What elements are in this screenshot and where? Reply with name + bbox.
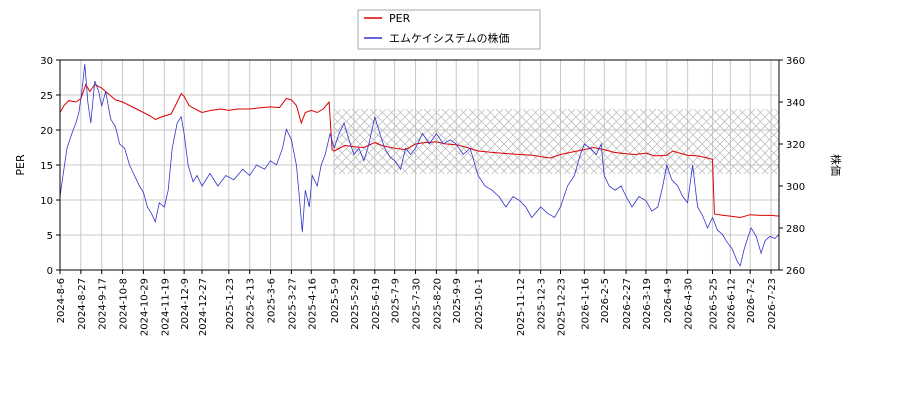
x-tick-label: 2026-7-23 — [767, 278, 778, 330]
y-right-tick-label: 260 — [786, 266, 805, 277]
x-tick-label: 2026-2-27 — [622, 278, 633, 330]
x-axis: 2024-8-6 2024-8-27 2024-9-17 2024-10-8 2024-… — [56, 270, 778, 336]
x-tick-label: 2025-12-3 — [537, 278, 548, 330]
x-tick-label: 2026-7-2 — [746, 278, 757, 323]
x-tick-label: 2024-12-27 — [198, 278, 209, 336]
legend-per-label: PER — [389, 12, 411, 25]
y-right-tick-label: 300 — [786, 182, 805, 193]
x-tick-label: 2026-2-5 — [600, 278, 611, 323]
price-series-line — [60, 64, 779, 267]
x-tick-label: 2025-2-13 — [246, 278, 257, 330]
legend: PER エムケイシステムの株価 — [357, 9, 541, 50]
y-left-tick-label: 0 — [47, 266, 53, 277]
y-left-tick-label: 30 — [40, 56, 53, 67]
x-tick-label: 2025-12-23 — [557, 278, 568, 336]
hatched-band — [333, 109, 779, 175]
x-tick-label: 2026-1-16 — [580, 278, 591, 330]
x-tick-label: 2025-3-27 — [287, 278, 298, 330]
x-tick-label: 2025-11-12 — [516, 278, 527, 336]
x-tick-label: 2024-9-17 — [98, 278, 109, 330]
x-tick-label: 2024-10-8 — [119, 278, 130, 330]
x-tick-label: 2025-10-1 — [474, 278, 485, 330]
x-tick-label: 2025-5-9 — [330, 278, 341, 323]
y-left-label: PER — [14, 154, 27, 176]
x-tick-label: 2025-1-23 — [225, 278, 236, 330]
x-tick-label: 2024-12-9 — [180, 278, 191, 330]
y-right-label: 株価 — [829, 154, 843, 176]
x-tick-label: 2024-8-27 — [77, 278, 88, 330]
x-tick-label: 2026-5-25 — [708, 278, 719, 330]
legend-price-label: エムケイシステムの株価 — [389, 31, 509, 45]
y-left-tick-label: 15 — [40, 161, 53, 172]
x-tick-label: 2025-6-19 — [371, 278, 382, 330]
y-left-tick-label: 25 — [40, 91, 53, 102]
y-left-tick-label: 20 — [40, 126, 53, 137]
x-tick-label: 2025-8-20 — [432, 278, 443, 330]
x-tick-label: 2024-8-6 — [56, 278, 67, 323]
x-tick-label: 2026-3-19 — [642, 278, 653, 330]
x-tick-label: 2024-10-29 — [139, 278, 150, 336]
right-axis: 260 280 300 320 340 360 — [779, 56, 805, 277]
x-tick-label: 2025-3-6 — [267, 278, 278, 323]
x-tick-label: 2025-7-30 — [412, 278, 423, 330]
y-right-tick-label: 360 — [786, 56, 805, 67]
left-axis: 0 5 10 15 20 25 30 — [40, 56, 60, 277]
x-tick-label: 2025-5-29 — [350, 278, 361, 330]
x-tick-label: 2026-6-12 — [726, 278, 737, 330]
y-left-tick-label: 5 — [47, 231, 53, 242]
x-tick-label: 2026-4-9 — [663, 278, 674, 323]
x-tick-label: 2024-11-19 — [160, 278, 171, 336]
x-tick-label: 2025-7-9 — [391, 278, 402, 323]
y-right-tick-label: 320 — [786, 140, 805, 151]
x-tick-label: 2025-9-9 — [452, 278, 463, 323]
y-left-tick-label: 10 — [40, 196, 53, 207]
per-series-line — [60, 83, 779, 219]
y-right-tick-label: 340 — [786, 98, 805, 109]
y-right-tick-label: 280 — [786, 224, 805, 235]
x-tick-label: 2026-4-30 — [684, 278, 695, 330]
x-tick-label: 2025-4-16 — [307, 278, 318, 330]
legend-box — [357, 9, 541, 50]
